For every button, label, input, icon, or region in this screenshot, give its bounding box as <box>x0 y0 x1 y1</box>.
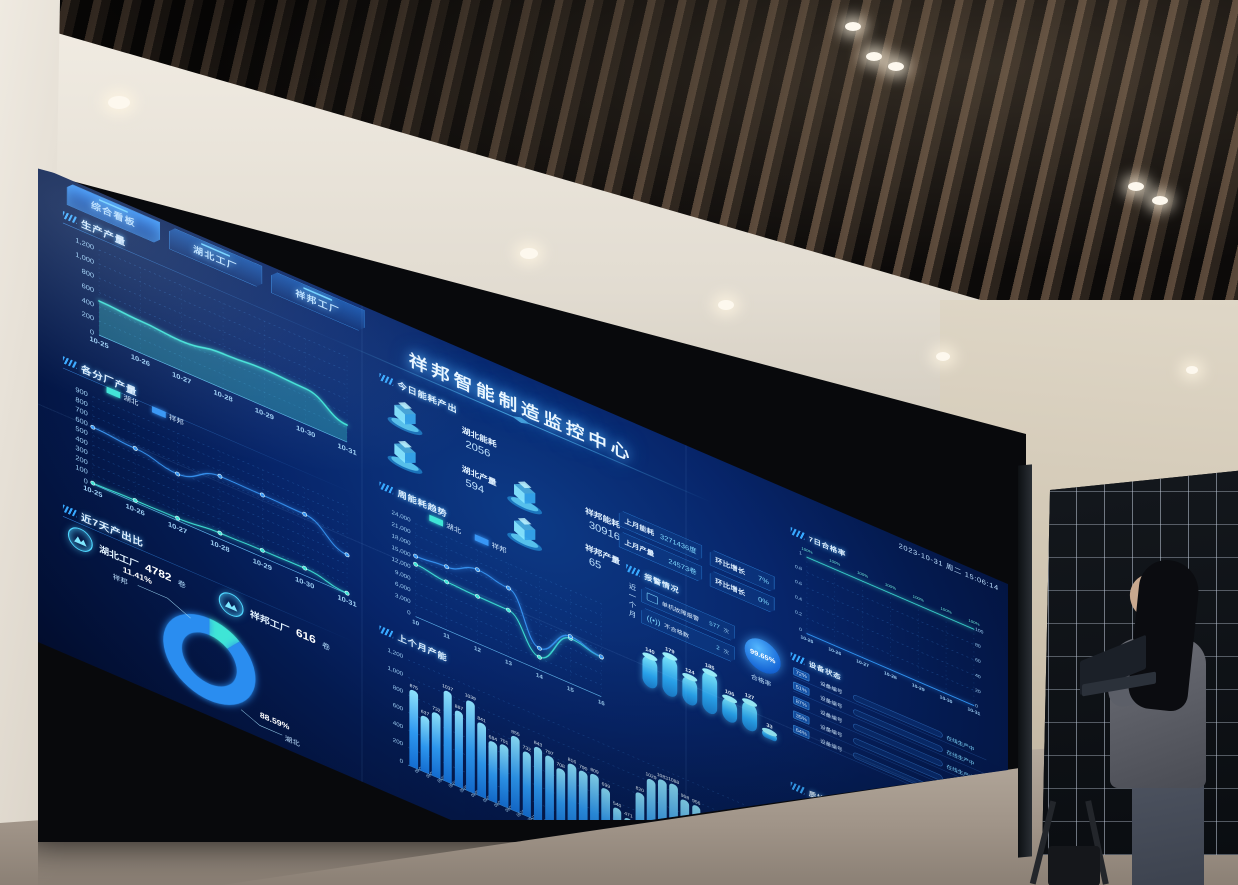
pass-rate-value: 99.65% <box>749 646 776 666</box>
capacity-bar <box>499 743 509 809</box>
capacity-bar <box>646 777 656 820</box>
today-energy-items: 湖北能耗 2056 湖北产量 594 祥邦能耗 30916 <box>379 385 641 589</box>
capacity-bar <box>533 745 543 820</box>
alarm-value: 2 <box>716 644 720 652</box>
capacity-bar <box>420 714 430 775</box>
capacity-bar <box>578 769 588 820</box>
capacity-bar <box>443 689 452 784</box>
cylinder-bar <box>642 653 658 691</box>
device-pct: 87% <box>793 695 810 711</box>
capacity-bar <box>556 766 565 820</box>
energy-cube-icon <box>384 390 425 443</box>
factory-unit: 卷 <box>321 640 331 652</box>
cylinder-bar <box>702 669 718 717</box>
header-bars-icon <box>790 652 805 666</box>
laptop <box>1080 634 1156 700</box>
factory-icon <box>218 588 244 622</box>
capacity-bar <box>477 721 486 799</box>
panel-seven-day-pass: 7日合格率 1 0.8 0.6 0.4 0.2 0 100 80 60 40 20 0 10-25 10-… <box>790 526 990 728</box>
wall-spotlight <box>1186 366 1198 374</box>
energy-cube-icon <box>504 469 545 522</box>
panel-today-energy: 今日能耗产出 湖北能耗 2056 湖北产量 594 <box>379 371 641 589</box>
capacity-bar <box>409 688 419 770</box>
energy-cube-icon <box>504 505 545 558</box>
alarm-value: 577 <box>709 620 720 631</box>
stat-value: 24573卷 <box>668 556 697 577</box>
device-pct: 64% <box>793 724 810 740</box>
capacity-bar <box>669 782 678 820</box>
panel-seven-day-ratio: 近7天产出比 湖北工厂 4782 卷 祥邦工厂 616 卷 11.41% 祥邦 88… <box>62 501 356 771</box>
chart-seven-day-pass: 1 0.8 0.6 0.4 0.2 0 100 80 60 40 20 0 10-25 10-26 10-2… <box>791 538 990 727</box>
alarm-unit: 次 <box>723 647 730 656</box>
device-pct: 35% <box>793 710 810 725</box>
device-pct: 72% <box>793 667 810 682</box>
wall-spotlight <box>520 248 538 259</box>
alarm-unit: 次 <box>723 626 730 635</box>
chart-production-output: 1,200 1,000 800 600 400 200 0 10-25 10-26 10-27 10… <box>63 222 356 464</box>
header-bars-icon <box>62 504 77 518</box>
panel-week-energy: 周能耗趋势 24,000 21,000 18,000 15,000 12,000 9,00… <box>379 479 610 717</box>
capacity-bar <box>488 739 498 804</box>
capacity-bar <box>601 787 611 820</box>
capacity-bar <box>545 754 554 820</box>
ceiling-spotlight <box>845 22 861 31</box>
equipment-stand <box>1029 800 1150 885</box>
capacity-bar <box>658 777 667 820</box>
person-legs <box>1132 772 1204 885</box>
wall-spotlight <box>936 352 950 361</box>
factory-chip-hubei[interactable]: 湖北工厂 4782 卷 <box>67 523 186 596</box>
alarm-label: 不合格数 <box>664 622 690 640</box>
ceiling-spotlight <box>866 52 882 61</box>
video-wall-screen: 综合看板 湖北工厂 祥邦工厂 祥邦智能制造监控中心 2023-10-31 周二 … <box>36 168 1008 820</box>
factory-unit: 卷 <box>177 577 186 590</box>
capacity-bar <box>432 711 441 780</box>
alarm-period-label: 近一个月 <box>628 581 637 620</box>
panel-branch-output: 各分厂产量 900 800 700 600 500 400 300 200 100 0 10-25 1… <box>62 353 357 618</box>
energy-cube-icon <box>384 428 425 481</box>
capacity-bar <box>635 791 645 820</box>
capacity-bar <box>465 698 475 794</box>
header-bars-icon <box>790 781 805 795</box>
capacity-bar <box>454 709 464 789</box>
cylinder-bar <box>662 653 678 700</box>
person-viewing-dashboard <box>1080 557 1222 885</box>
factory-chip-xiangbang[interactable]: 祥邦工厂 616 卷 <box>218 588 331 658</box>
stat-value: 0% <box>758 594 769 608</box>
ceiling-spotlight <box>1128 182 1144 191</box>
panel-last-month-capacity: 上个月产能 1,200 1,000 800 600 400 200 0 875 09-01 637… <box>379 623 753 820</box>
capacity-bar <box>567 762 577 820</box>
cylinder-bar <box>742 699 758 734</box>
stat-label: 环比增长 <box>715 555 746 577</box>
ceiling-spotlight <box>1152 196 1168 205</box>
wall-spotlight <box>718 300 734 310</box>
y-tick-right: 0 <box>975 702 978 709</box>
header-bars-icon <box>379 372 394 387</box>
signal-icon: ((•)) <box>646 613 661 628</box>
capacity-bar <box>522 750 532 819</box>
capacity-bar <box>590 772 599 820</box>
ceiling-spotlight <box>888 62 904 71</box>
stat-label: 环比增长 <box>715 576 746 598</box>
solar-panel-frame <box>1018 464 1032 858</box>
panel-production-output: 生产产量 1,200 1,000 800 600 400 200 0 10-25 10-26 10… <box>62 208 357 467</box>
monitor-icon <box>647 592 658 605</box>
factory-icon <box>67 523 93 557</box>
factory-value: 616 <box>295 626 316 647</box>
chart-last-month-capacity: 1,200 1,000 800 600 400 200 0 875 09-01 637 09-02 7… <box>379 636 753 820</box>
chart-week-energy: 24,000 21,000 18,000 15,000 12,000 9,000 6,000… <box>379 493 610 716</box>
wall-spotlight <box>108 96 130 109</box>
cylinder-bar <box>722 695 738 726</box>
device-pct: 51% <box>793 681 810 697</box>
stat-value: 7% <box>758 573 769 587</box>
cylinder-bar <box>682 674 698 709</box>
capacity-bar <box>511 734 520 814</box>
chart-seven-day-ratio: 11.41% 祥邦 88.59% 湖北 <box>63 549 356 769</box>
chart-branch-output: 900 800 700 600 500 400 300 200 100 0 10-25 10-26 10… <box>63 367 356 615</box>
